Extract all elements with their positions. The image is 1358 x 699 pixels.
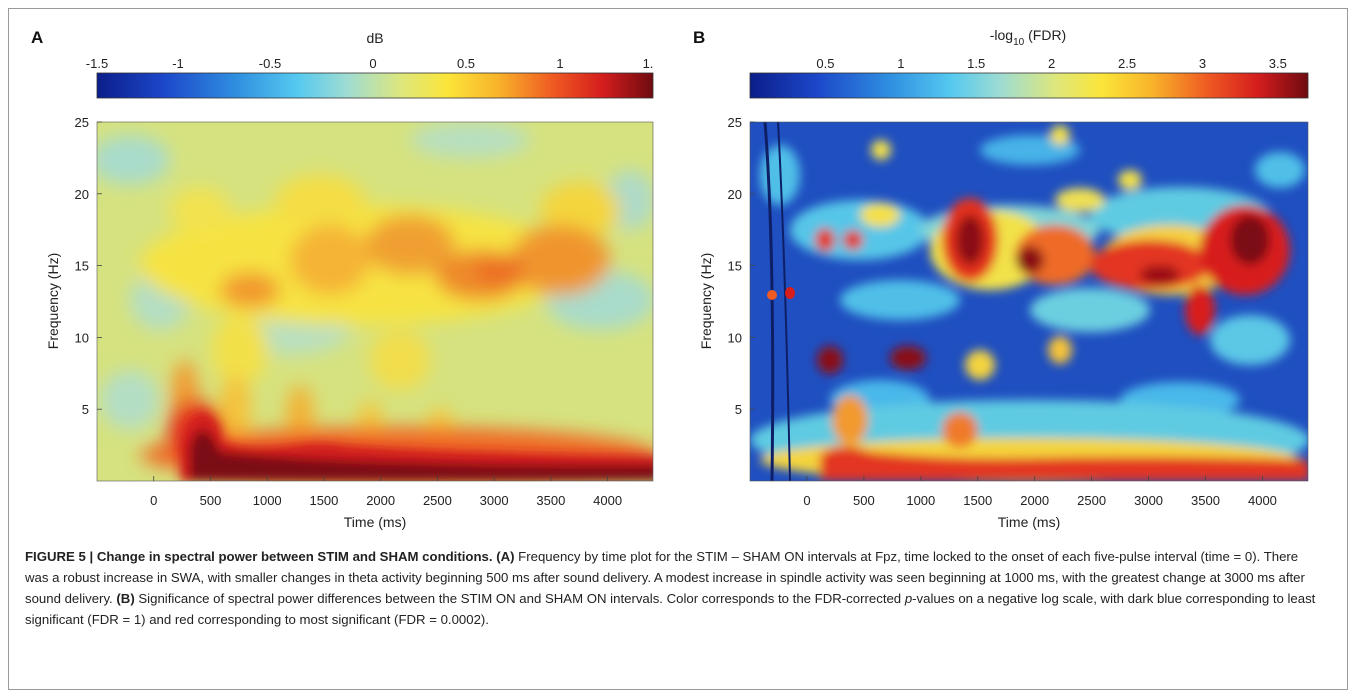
x-tick-label-b: 3000 (1134, 493, 1163, 508)
colorbar-tick-label-a: 1 (556, 56, 563, 71)
y-tick-label-b: 15 (728, 259, 742, 274)
x-tick-label-b: 3500 (1191, 493, 1220, 508)
x-tick-label-b: 4000 (1248, 493, 1277, 508)
y-tick-label-a: 25 (75, 115, 89, 130)
plot-frame-b (749, 121, 1309, 482)
colorbar-tick-label-b: 1.5 (967, 56, 985, 71)
x-tick-label-b: 500 (853, 493, 875, 508)
x-tick-label-a: 3000 (480, 493, 509, 508)
x-tick-label-a: 2500 (423, 493, 452, 508)
x-axis-label-b: Time (ms) (998, 514, 1060, 530)
colorbar-b (749, 72, 1309, 99)
colorbar-label-b: -log10 (FDR) (990, 27, 1066, 48)
figure-svg: A dB -1.5 -1 -0.5 0 0.5 1 1. (31, 27, 1309, 530)
panel-letter-a: A (31, 28, 43, 47)
x-tick-label-b: 2500 (1077, 493, 1106, 508)
caption-a-label: (A) (496, 549, 515, 564)
panel-a: A dB -1.5 -1 -0.5 0 0.5 1 1. (31, 28, 654, 530)
colorbar-tick-label-a: 1. (643, 56, 654, 71)
colorbar-label-a: dB (366, 30, 383, 46)
x-ticks-a: 0 500 1000 1500 2000 2500 3000 3500 4000 (150, 476, 622, 508)
x-tick-label-a: 4000 (593, 493, 622, 508)
y-tick-label-b: 25 (728, 115, 742, 130)
y-ticks-b: 5 10 15 20 25 (728, 115, 755, 417)
colorbar-ticks-b: 0.5 1 1.5 2 2.5 3 3.5 (816, 56, 1287, 71)
colorbar-tick-label-b: 3.5 (1269, 56, 1287, 71)
x-tick-label-b: 0 (803, 493, 810, 508)
figure-caption: FIGURE 5 | Change in spectral power betw… (25, 546, 1325, 630)
caption-b-text-1: Significance of spectral power differenc… (134, 591, 905, 606)
x-axis-label-a: Time (ms) (344, 514, 406, 530)
caption-b-text-2: -values on a negative log scale, with da… (25, 591, 1316, 627)
y-ticks-a: 5 10 15 20 25 (75, 115, 102, 417)
x-tick-label-b: 1500 (963, 493, 992, 508)
y-tick-label-b: 5 (735, 402, 742, 417)
y-tick-label-a: 10 (75, 330, 89, 345)
y-tick-label-a: 15 (75, 259, 89, 274)
x-tick-label-b: 2000 (1020, 493, 1049, 508)
caption-p-value: p (904, 591, 913, 606)
plot-frame-a (96, 121, 654, 482)
colorbar-tick-label-b: 2 (1048, 56, 1055, 71)
colorbar-tick-label-b: 1 (897, 56, 904, 71)
panel-letter-b: B (693, 28, 705, 47)
colorbar-tick-label-b: 3 (1199, 56, 1206, 71)
colorbar-tick-label-b: 2.5 (1118, 56, 1136, 71)
y-tick-label-b: 10 (728, 330, 742, 345)
colorbar-tick-label-a: 0.5 (457, 56, 475, 71)
x-tick-label-a: 0 (150, 493, 157, 508)
caption-b-label: (B) (116, 591, 135, 606)
heatmap-a (97, 122, 653, 481)
x-tick-label-a: 500 (200, 493, 222, 508)
x-tick-label-a: 1500 (309, 493, 338, 508)
colorbar-tick-label-b: 0.5 (816, 56, 834, 71)
colorbar-tick-label-a: -0.5 (259, 56, 281, 71)
colorbar-tick-label-a: 0 (369, 56, 376, 71)
x-tick-label-a: 3500 (536, 493, 565, 508)
x-tick-label-b: 1000 (906, 493, 935, 508)
y-tick-label-a: 20 (75, 187, 89, 202)
colorbar-a (96, 72, 654, 99)
x-tick-label-a: 2000 (366, 493, 395, 508)
heatmap-b (750, 122, 1308, 481)
colorbar-tick-label-a: -1 (172, 56, 184, 71)
x-ticks-b: 0 500 1000 1500 2000 2500 3000 3500 4000 (803, 476, 1277, 508)
caption-title: FIGURE 5 | Change in spectral power betw… (25, 549, 493, 564)
caption-a-text: Frequency by time plot for the STIM – SH… (25, 549, 1305, 606)
x-tick-label-a: 1000 (253, 493, 282, 508)
y-tick-label-b: 20 (728, 187, 742, 202)
y-tick-label-a: 5 (82, 402, 89, 417)
panel-b: B -log10 (FDR) 0.5 1 1.5 2 2.5 3 3.5 (693, 27, 1309, 530)
y-axis-label-b: Frequency (Hz) (698, 253, 714, 349)
colorbar-tick-label-a: -1.5 (86, 56, 108, 71)
y-axis-label-a: Frequency (Hz) (45, 253, 61, 349)
colorbar-ticks-a: -1.5 -1 -0.5 0 0.5 1 1. (86, 56, 654, 71)
